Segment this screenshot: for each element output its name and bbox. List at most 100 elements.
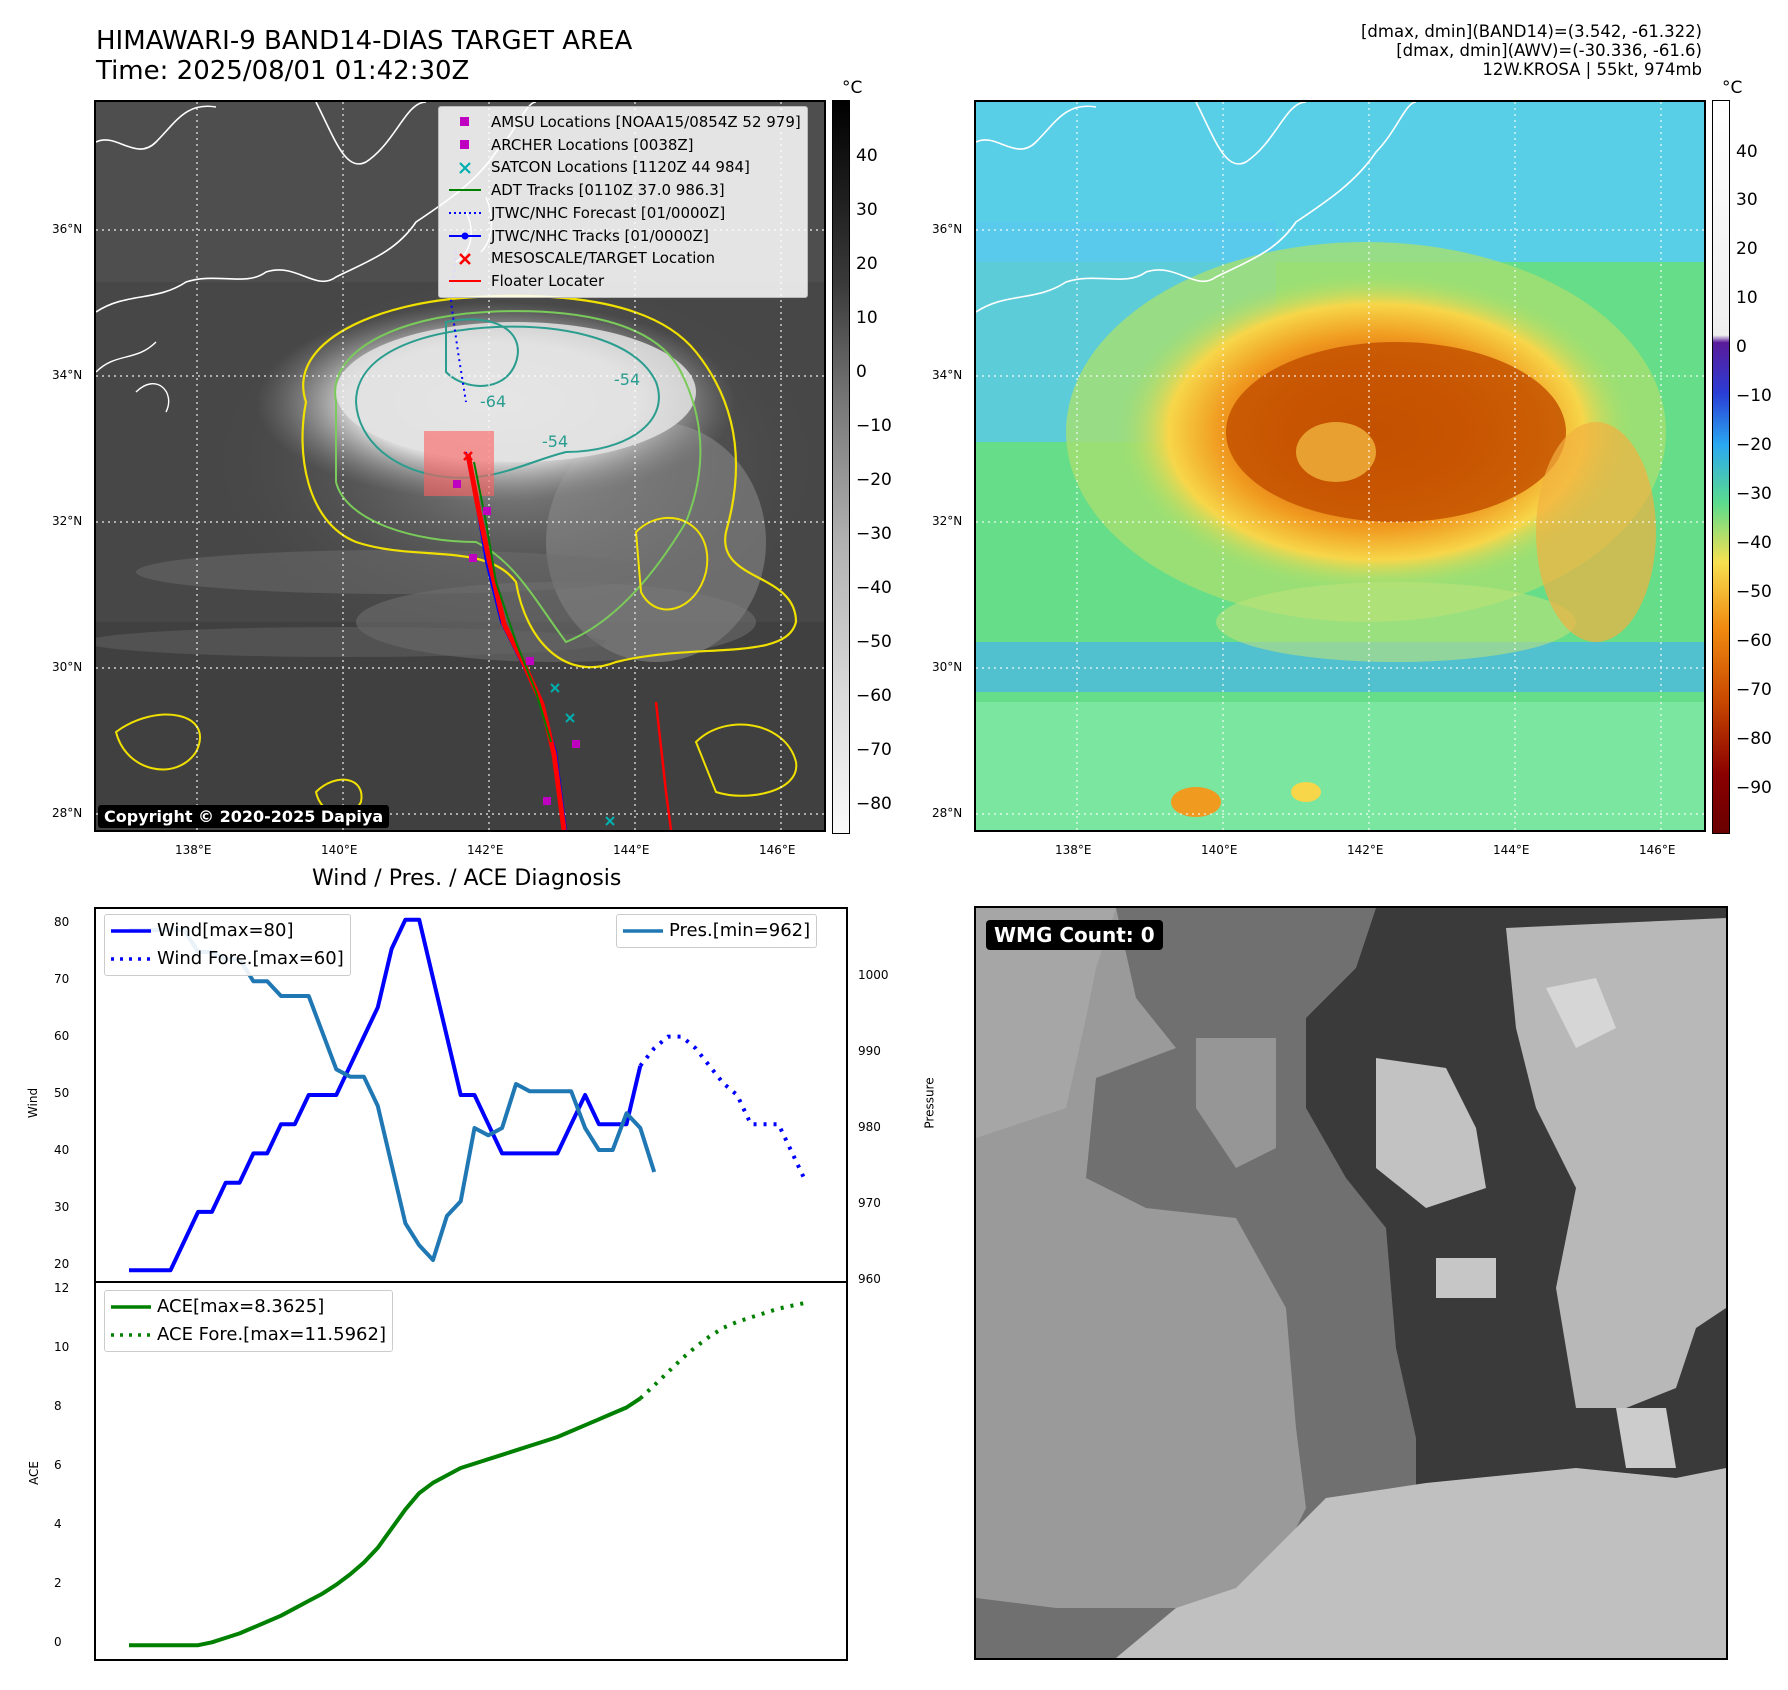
lon-label: 140°E (321, 843, 358, 857)
colorbar-tick: −50 (1736, 582, 1772, 602)
colorbar-tick: 40 (856, 146, 878, 166)
ace-axis-label: ACE (26, 1461, 41, 1485)
colorbar-tick: −50 (856, 632, 892, 652)
wmg-panel[interactable]: WMG Count: 0 (974, 906, 1728, 1660)
wind-tick: 50 (54, 1086, 70, 1100)
pressure-tick: 960 (858, 1272, 881, 1286)
lon-label: 144°E (1493, 843, 1530, 857)
wind-legend: Wind[max=80] Wind Fore.[max=60] (104, 914, 351, 976)
pressure-tick: 990 (858, 1044, 881, 1058)
legend-item-satcon: SATCON Locations [1120Z 44 984] (445, 156, 801, 179)
lon-label: 138°E (1055, 843, 1092, 857)
wind-axis-label: Wind (26, 1087, 41, 1119)
lon-label: 142°E (467, 843, 504, 857)
magenta-square-icon (445, 140, 485, 150)
wind-tick: 60 (54, 1029, 70, 1043)
colorbar-tick: −60 (856, 686, 892, 706)
ace-tick: 8 (54, 1399, 62, 1413)
legend-label: ACE[max=8.3625] (157, 1296, 325, 1317)
legend-item-tracks: JTWC/NHC Tracks [01/0000Z] (445, 225, 801, 248)
info-line-3: 12W.KROSA | 55kt, 974mb (1482, 60, 1702, 79)
colorbar-tick: 0 (1736, 337, 1747, 357)
lat-label: 36°N (52, 222, 83, 236)
colorbar-unit: °C (1722, 78, 1743, 98)
legend-label: ACE Fore.[max=11.5962] (157, 1324, 386, 1345)
colorbar-tick: −60 (1736, 631, 1772, 651)
lat-label: 28°N (932, 806, 963, 820)
legend-item-amsu: AMSU Locations [NOAA15/0854Z 52 979] (445, 111, 801, 134)
colorbar-tick: −30 (856, 524, 892, 544)
colorbar-tick: −40 (856, 578, 892, 598)
lon-label: 142°E (1347, 843, 1384, 857)
copyright-badge: Copyright © 2020-2025 Dapiya (98, 805, 390, 828)
legend-item-wind: Wind[max=80] (111, 917, 344, 945)
blue-line-dot-icon (445, 232, 485, 240)
legend-label: Floater Locater (491, 271, 605, 290)
magenta-square-icon (445, 117, 485, 127)
legend-item-archer: ARCHER Locations [0038Z] (445, 134, 801, 157)
wind-series-line (129, 917, 643, 1273)
legend-item-pressure: Pres.[min=962] (623, 917, 810, 945)
lat-label: 30°N (932, 660, 963, 674)
lat-label: 28°N (52, 806, 83, 820)
ace-tick: 2 (54, 1576, 62, 1590)
legend-item-adt: ADT Tracks [0110Z 37.0 986.3] (445, 179, 801, 202)
ace-legend: ACE[max=8.3625] ACE Fore.[max=11.5962] (104, 1290, 393, 1352)
green-line-icon (111, 1304, 151, 1310)
colorbar-unit: °C (842, 78, 863, 98)
legend-label: JTWC/NHC Forecast [01/0000Z] (491, 203, 726, 222)
colorbar-tick: −40 (1736, 533, 1772, 553)
legend-label: JTWC/NHC Tracks [01/0000Z] (491, 226, 709, 245)
colorbar-tick: 20 (1736, 239, 1758, 259)
wind-tick: 40 (54, 1143, 70, 1157)
legend-item-floater: Floater Locater (445, 270, 801, 293)
ir-map-panel[interactable]: AMSU Locations [NOAA15/0854Z 52 979] ARC… (94, 100, 826, 832)
colorbar-tick: −30 (1736, 484, 1772, 504)
colorbar-tick: 10 (1736, 288, 1758, 308)
cyan-x-icon (445, 161, 485, 174)
contour-label: -54 (614, 370, 641, 389)
ace-tick: 10 (54, 1340, 70, 1354)
pressure-tick: 970 (858, 1196, 881, 1210)
colorbar-tick: −20 (1736, 435, 1772, 455)
legend-item-wind-fore: Wind Fore.[max=60] (111, 945, 344, 973)
lat-label: 32°N (932, 514, 963, 528)
ace-tick: 4 (54, 1517, 62, 1531)
colorbar-tick: 30 (856, 200, 878, 220)
legend-label: Wind Fore.[max=60] (157, 948, 344, 969)
lat-label: 34°N (932, 368, 963, 382)
legend-label: ARCHER Locations [0038Z] (491, 135, 694, 154)
colorbar-tick: −80 (1736, 729, 1772, 749)
colorbar-tick: −20 (856, 470, 892, 490)
legend-item-forecast: JTWC/NHC Forecast [01/0000Z] (445, 202, 801, 225)
steelblue-line-icon (623, 928, 663, 934)
colorbar-tick: 40 (1736, 142, 1758, 162)
info-line-2: [dmax, dmin](AWV)=(-30.336, -61.6) (1396, 41, 1702, 60)
green-line-icon (445, 188, 485, 192)
wind-tick: 80 (54, 915, 70, 929)
wind-tick: 20 (54, 1257, 70, 1271)
ace-tick: 6 (54, 1458, 62, 1472)
red-line-icon (445, 279, 485, 283)
colorbar-tick: −90 (1736, 778, 1772, 798)
colorbar-tick: 20 (856, 254, 878, 274)
lon-label: 144°E (613, 843, 650, 857)
color-map-panel[interactable] (974, 100, 1706, 832)
color-map-image (976, 102, 1704, 830)
ace-tick: 12 (54, 1281, 70, 1295)
wmg-image (976, 908, 1726, 1658)
red-x-icon (445, 252, 485, 265)
blue-dotted-line-icon (111, 956, 151, 962)
legend-label: AMSU Locations [NOAA15/0854Z 52 979] (491, 113, 801, 131)
lon-label: 146°E (1639, 843, 1676, 857)
diag-title: Wind / Pres. / ACE Diagnosis (312, 866, 622, 891)
colorbar-tick: 10 (856, 308, 878, 328)
blue-dotted-line-icon (445, 211, 485, 215)
title-line-1: HIMAWARI-9 BAND14-DIAS TARGET AREA (96, 26, 633, 56)
lat-label: 30°N (52, 660, 83, 674)
lon-label: 146°E (759, 843, 796, 857)
contour-label: -54 (542, 432, 569, 451)
wind-forecast-line (638, 1034, 809, 1184)
legend-label: Wind[max=80] (157, 920, 294, 941)
colorbar-tick: −10 (856, 416, 892, 436)
